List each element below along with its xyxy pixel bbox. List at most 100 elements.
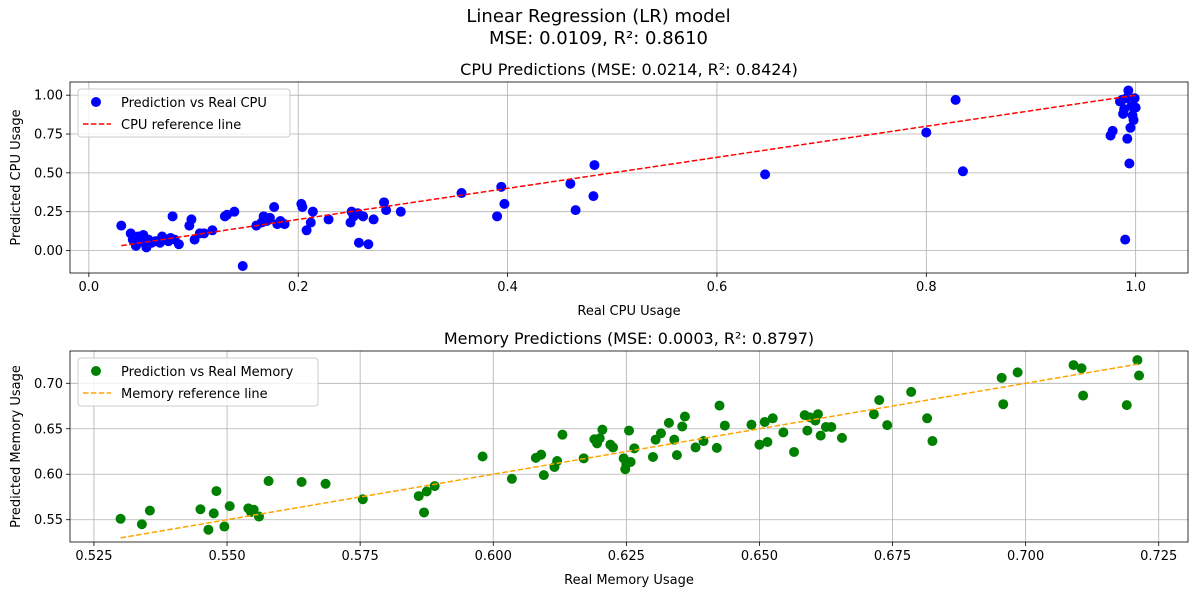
memory-x-tick-label: 0.625 xyxy=(608,549,645,564)
cpu-data-point xyxy=(588,191,599,202)
memory-data-point xyxy=(996,372,1007,383)
cpu-data-point xyxy=(760,169,771,180)
cpu-data-point xyxy=(456,188,467,199)
cpu-data-point xyxy=(363,239,374,250)
memory-data-point xyxy=(922,413,933,424)
memory-legend-label-points: Prediction vs Real Memory xyxy=(121,365,294,380)
memory-data-point xyxy=(719,420,730,431)
memory-data-point xyxy=(906,386,917,397)
memory-data-point xyxy=(248,504,259,515)
memory-x-tick-label: 0.550 xyxy=(208,549,245,564)
memory-data-point xyxy=(1132,355,1143,366)
cpu-chart-title: CPU Predictions (MSE: 0.0214, R²: 0.8424… xyxy=(460,60,798,79)
cpu-data-point xyxy=(1122,133,1133,144)
cpu-y-tick-label: 0.50 xyxy=(34,166,63,181)
memory-data-point xyxy=(208,508,219,519)
memory-data-point xyxy=(1121,400,1132,411)
figure-title-line1: Linear Regression (LR) model xyxy=(466,6,731,27)
cpu-data-point xyxy=(499,198,510,209)
cpu-data-point xyxy=(297,202,308,213)
cpu-data-point xyxy=(395,206,406,217)
cpu-data-point xyxy=(1107,125,1118,136)
memory-x-tick-label: 0.700 xyxy=(1007,549,1044,564)
memory-x-axis-label: Real Memory Usage xyxy=(564,573,694,588)
memory-data-point xyxy=(714,400,725,411)
memory-data-point xyxy=(815,430,826,441)
memory-x-tick-label: 0.675 xyxy=(874,549,911,564)
memory-axes-frame xyxy=(69,350,1189,543)
memory-chart-title: Memory Predictions (MSE: 0.0003, R²: 0.8… xyxy=(444,329,814,348)
cpu-y-tick-label: 0.25 xyxy=(34,205,63,220)
memory-data-point xyxy=(812,409,823,420)
cpu-data-point xyxy=(301,225,312,236)
cpu-x-tick-label: 0.2 xyxy=(288,280,309,295)
memory-data-point xyxy=(711,442,722,453)
memory-y-axis-label: Predicted Memory Usage xyxy=(9,365,24,528)
cpu-data-point xyxy=(269,202,280,213)
cpu-x-tick-label: 0.4 xyxy=(497,280,518,295)
cpu-data-point xyxy=(305,217,316,228)
memory-y-tick-label: 0.55 xyxy=(34,513,63,528)
cpu-axes-frame xyxy=(69,81,1189,274)
cpu-legend-label-points: Prediction vs Real CPU xyxy=(121,96,267,111)
memory-data-point xyxy=(429,481,440,492)
memory-data-point xyxy=(1134,370,1145,381)
memory-legend-label-line: Memory reference line xyxy=(121,387,268,402)
cpu-data-point xyxy=(307,206,318,217)
memory-data-point xyxy=(144,505,155,516)
memory-data-point xyxy=(647,451,658,462)
cpu-x-axis-label: Real CPU Usage xyxy=(577,304,680,319)
figure-title: Linear Regression (LR) model MSE: 0.0109… xyxy=(0,6,1197,50)
memory-x-tick-label: 0.575 xyxy=(342,549,379,564)
memory-data-point xyxy=(927,436,938,447)
cpu-data-point xyxy=(589,160,600,171)
cpu-chart: 0.0 0.2 0.4 0.6 0.8 1.0 0.00 0.25 0.50 0.75 1.00 CP… xyxy=(9,60,1189,319)
memory-data-point xyxy=(625,456,636,467)
memory-data-point xyxy=(663,417,674,428)
memory-data-point xyxy=(778,427,789,438)
memory-x-tick-label: 0.600 xyxy=(475,549,512,564)
cpu-data-point xyxy=(1130,102,1141,113)
figure-title-line2: MSE: 0.0109, R²: 0.8610 xyxy=(488,28,709,49)
memory-data-point xyxy=(536,449,547,460)
cpu-data-point xyxy=(565,178,576,189)
memory-data-point xyxy=(868,409,879,420)
memory-data-point xyxy=(1076,363,1087,374)
memory-data-point xyxy=(538,470,549,481)
cpu-data-point xyxy=(229,206,240,217)
memory-data-point xyxy=(998,399,1009,410)
cpu-data-point xyxy=(323,214,334,225)
memory-data-point xyxy=(594,433,605,444)
cpu-x-tick-label: 0.8 xyxy=(916,280,937,295)
memory-data-point xyxy=(419,507,430,518)
cpu-data-point xyxy=(1124,158,1135,169)
cpu-data-point xyxy=(207,225,218,236)
memory-y-tick-label: 0.70 xyxy=(34,377,63,392)
cpu-data-point xyxy=(1128,115,1139,126)
cpu-data-point xyxy=(368,214,379,225)
cpu-reference-line xyxy=(121,94,1136,247)
memory-data-point xyxy=(557,429,568,440)
memory-data-point xyxy=(826,421,837,432)
cpu-data-point xyxy=(492,211,503,222)
cpu-y-axis-label: Predicted CPU Usage xyxy=(9,109,24,245)
cpu-data-point xyxy=(379,197,390,208)
cpu-data-point xyxy=(173,239,184,250)
memory-data-point xyxy=(219,521,230,532)
memory-data-point xyxy=(762,436,773,447)
cpu-legend-label-line: CPU reference line xyxy=(121,118,241,133)
memory-data-point xyxy=(746,419,757,430)
cpu-y-tick-label: 0.00 xyxy=(34,244,63,259)
memory-data-point xyxy=(624,425,634,436)
cpu-data-point xyxy=(957,166,968,177)
memory-data-point xyxy=(882,420,893,431)
memory-x-tick-label: 0.650 xyxy=(741,549,778,564)
cpu-y-tick-label: 0.75 xyxy=(34,128,63,143)
memory-data-point xyxy=(759,416,770,427)
memory-legend: Prediction vs Real Memory Memory referenc… xyxy=(77,357,319,407)
memory-data-point xyxy=(802,425,813,436)
cpu-data-point xyxy=(1121,93,1132,104)
memory-data-point xyxy=(597,424,608,435)
cpu-data-point xyxy=(167,211,178,222)
